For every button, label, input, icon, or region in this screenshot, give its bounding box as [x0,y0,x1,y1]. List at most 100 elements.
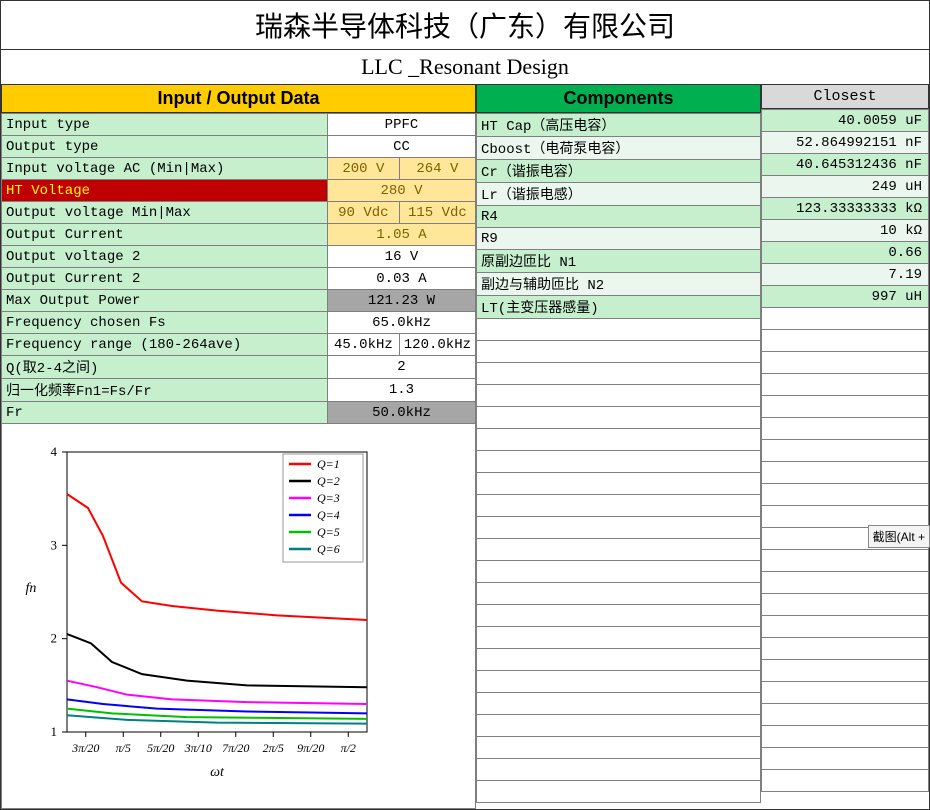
svg-text:5π/20: 5π/20 [147,741,174,755]
empty-cell[interactable] [762,308,929,330]
io-label: Output type [2,136,328,158]
empty-cell[interactable] [762,572,929,594]
svg-text:π/5: π/5 [116,741,131,755]
components-table: HT Cap（高压电容）Cboost（电荷泵电容）Cr（谐振电容）Lr（谐振电感… [476,113,761,803]
svg-text:3: 3 [51,537,58,552]
empty-cell[interactable] [477,759,761,781]
io-value[interactable]: PPFC [327,114,475,136]
io-value[interactable]: CC [327,136,475,158]
empty-cell[interactable] [762,374,929,396]
empty-cell[interactable] [477,583,761,605]
empty-cell[interactable] [477,693,761,715]
io-value[interactable]: 120.0kHz [399,334,475,356]
empty-cell[interactable] [477,473,761,495]
io-label: Frequency range (180-264ave) [2,334,328,356]
empty-cell[interactable] [762,440,929,462]
io-value[interactable]: 121.23 W [327,290,475,312]
svg-text:π/2: π/2 [341,741,356,755]
svg-text:2: 2 [51,631,58,646]
empty-cell[interactable] [477,451,761,473]
empty-cell[interactable] [762,484,929,506]
closest-column: Closest 40.0059 uF52.864992151 nF40.6453… [761,85,929,809]
closest-value[interactable]: 52.864992151 nF [762,132,929,154]
empty-cell[interactable] [762,748,929,770]
empty-cell[interactable] [762,638,929,660]
svg-text:1: 1 [51,724,58,739]
chart-area: 12343π/20π/55π/203π/107π/202π/59π/20π/2ω… [1,424,476,809]
svg-text:Q=6: Q=6 [317,542,340,556]
closest-value[interactable]: 0.66 [762,242,929,264]
empty-cell[interactable] [762,418,929,440]
empty-cell[interactable] [477,539,761,561]
components-column: Components HT Cap（高压电容）Cboost（电荷泵电容）Cr（谐… [476,85,761,809]
svg-text:Q=2: Q=2 [317,474,340,488]
io-label: HT Voltage [2,180,328,202]
io-value[interactable]: 1.05 A [327,224,475,246]
component-label: R9 [477,228,761,250]
component-label: R4 [477,206,761,228]
empty-cell[interactable] [762,616,929,638]
io-value[interactable]: 280 V [327,180,475,202]
io-label: 归一化频率Fn1=Fs/Fr [2,379,328,402]
empty-cell[interactable] [477,495,761,517]
io-label: Output voltage 2 [2,246,328,268]
empty-cell[interactable] [477,429,761,451]
empty-cell[interactable] [762,770,929,792]
closest-value[interactable]: 7.19 [762,264,929,286]
io-value[interactable]: 16 V [327,246,475,268]
empty-cell[interactable] [762,682,929,704]
empty-cell[interactable] [477,649,761,671]
empty-cell[interactable] [477,517,761,539]
empty-cell[interactable] [477,627,761,649]
empty-cell[interactable] [762,330,929,352]
empty-cell[interactable] [477,737,761,759]
fn-chart: 12343π/20π/55π/203π/107π/202π/59π/20π/2ω… [17,442,377,782]
io-value[interactable]: 90 Vdc [327,202,399,224]
empty-cell[interactable] [477,319,761,341]
empty-cell[interactable] [762,462,929,484]
empty-cell[interactable] [477,561,761,583]
closest-value[interactable]: 123.33333333 kΩ [762,198,929,220]
main-grid: Input / Output Data Input typePPFCOutput… [1,85,929,809]
empty-cell[interactable] [762,660,929,682]
empty-cell[interactable] [477,385,761,407]
screenshot-tooltip: 截图(Alt + [868,525,930,548]
svg-text:7π/20: 7π/20 [222,741,249,755]
io-value[interactable]: 50.0kHz [327,402,475,424]
io-value[interactable]: 65.0kHz [327,312,475,334]
empty-cell[interactable] [477,671,761,693]
component-label: Cr（谐振电容） [477,160,761,183]
svg-text:2π/5: 2π/5 [263,741,284,755]
io-value[interactable]: 45.0kHz [327,334,399,356]
closest-value[interactable]: 40.0059 uF [762,110,929,132]
io-label: Output Current [2,224,328,246]
component-label: HT Cap（高压电容） [477,114,761,137]
io-value[interactable]: 1.3 [327,379,475,402]
empty-cell[interactable] [477,605,761,627]
io-label: Fr [2,402,328,424]
component-label: Cboost（电荷泵电容） [477,137,761,160]
closest-value[interactable]: 249 uH [762,176,929,198]
io-value[interactable]: 200 V [327,158,399,180]
closest-table: 40.0059 uF52.864992151 nF40.645312436 nF… [761,109,929,792]
closest-value[interactable]: 40.645312436 nF [762,154,929,176]
io-value[interactable]: 115 Vdc [399,202,475,224]
empty-cell[interactable] [477,715,761,737]
empty-cell[interactable] [477,407,761,429]
empty-cell[interactable] [477,363,761,385]
closest-value[interactable]: 997 uH [762,286,929,308]
empty-cell[interactable] [762,594,929,616]
closest-value[interactable]: 10 kΩ [762,220,929,242]
io-value[interactable]: 0.03 A [327,268,475,290]
components-header: Components [476,85,761,113]
io-value[interactable]: 2 [327,356,475,379]
design-title: LLC _Resonant Design [1,50,929,85]
io-value[interactable]: 264 V [399,158,475,180]
io-column: Input / Output Data Input typePPFCOutput… [1,85,476,809]
empty-cell[interactable] [477,341,761,363]
empty-cell[interactable] [762,396,929,418]
empty-cell[interactable] [762,726,929,748]
empty-cell[interactable] [762,550,929,572]
empty-cell[interactable] [762,704,929,726]
empty-cell[interactable] [762,352,929,374]
